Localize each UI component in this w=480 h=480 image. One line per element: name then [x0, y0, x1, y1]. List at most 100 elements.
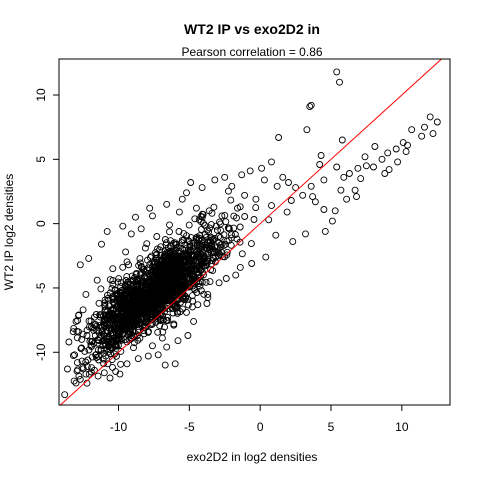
data-point [198, 248, 206, 256]
data-point [143, 240, 151, 248]
data-point [94, 372, 102, 380]
data-point [139, 294, 147, 302]
data-point [101, 301, 109, 309]
data-point [132, 271, 140, 279]
data-point [211, 242, 219, 250]
data-point [268, 158, 275, 166]
data-point [207, 234, 215, 242]
data-point [82, 370, 90, 378]
data-point [123, 273, 131, 281]
data-point [161, 308, 169, 316]
reference-line [60, 58, 442, 406]
data-point [170, 320, 178, 328]
data-point [100, 369, 108, 377]
data-point [246, 167, 254, 175]
data-point [192, 204, 200, 212]
data-point [222, 275, 230, 282]
data-point [189, 271, 197, 278]
data-point [171, 360, 179, 368]
data-point [104, 334, 112, 342]
data-point [189, 297, 197, 305]
data-point [109, 265, 117, 273]
data-point [333, 68, 341, 76]
data-point [201, 221, 209, 229]
data-point [108, 284, 116, 292]
data-point [117, 347, 125, 355]
y-tick-label: -10 [34, 343, 48, 361]
data-point [205, 207, 213, 215]
data-point [85, 370, 93, 378]
data-point [109, 277, 117, 284]
data-point [217, 220, 224, 228]
data-point [133, 283, 141, 290]
data-point [385, 166, 393, 174]
data-point [164, 244, 172, 252]
data-point [149, 313, 157, 321]
data-point [97, 345, 105, 353]
data-point [76, 375, 84, 383]
data-point [117, 283, 125, 291]
data-point [90, 313, 98, 321]
data-point [103, 227, 111, 235]
data-point [203, 300, 211, 307]
data-point [354, 164, 362, 172]
data-point [69, 328, 77, 336]
data-point [70, 324, 78, 332]
data-point [119, 222, 127, 230]
data-point [104, 360, 112, 368]
data-point [73, 367, 81, 375]
data-point [125, 261, 133, 269]
data-point [289, 238, 297, 246]
data-point [287, 197, 295, 204]
data-point [165, 249, 173, 257]
data-point [132, 280, 140, 288]
data-point [184, 295, 192, 303]
data-point [161, 282, 169, 290]
data-point [186, 243, 194, 251]
data-point [65, 338, 73, 346]
data-point [137, 225, 145, 233]
data-point [83, 362, 91, 370]
data-point [197, 218, 205, 226]
data-point [211, 176, 219, 184]
data-point [194, 301, 202, 309]
data-point [70, 377, 78, 385]
data-point [153, 250, 161, 258]
data-point [208, 257, 216, 265]
data-point [273, 182, 281, 190]
data-point [193, 241, 201, 249]
data-point [317, 152, 325, 159]
data-point [154, 278, 162, 286]
data-point [183, 269, 191, 277]
data-point [215, 279, 223, 287]
data-point [307, 101, 315, 109]
data-point [128, 332, 135, 340]
data-point [196, 282, 204, 290]
data-point [123, 360, 131, 368]
x-axis-label: exo2D2 in log2 densities [187, 450, 318, 464]
data-point [260, 176, 268, 184]
data-point [127, 305, 135, 313]
data-point [404, 141, 411, 149]
data-point [121, 336, 129, 344]
data-point [320, 206, 328, 213]
data-point [161, 323, 169, 331]
data-point [164, 313, 171, 321]
data-point [223, 251, 231, 259]
data-point [192, 234, 200, 242]
data-point [142, 284, 150, 292]
data-point [165, 276, 173, 283]
data-point [153, 233, 161, 240]
data-point [370, 163, 377, 171]
data-point [175, 269, 183, 277]
data-point [73, 359, 81, 367]
data-point [130, 339, 138, 347]
data-point [116, 328, 124, 335]
data-point [75, 311, 83, 319]
data-point [227, 196, 235, 204]
data-point [272, 231, 280, 239]
y-tick-label: 5 [34, 156, 48, 163]
data-point [161, 248, 169, 256]
data-point [183, 308, 190, 316]
